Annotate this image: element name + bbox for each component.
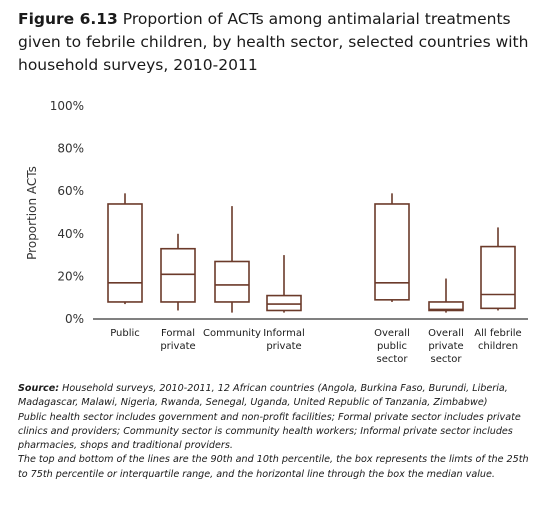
box-group xyxy=(428,278,464,313)
y-tick-label: 40% xyxy=(57,227,84,241)
iqr-box xyxy=(160,247,196,303)
iqr-box xyxy=(480,245,516,310)
box-group xyxy=(107,193,143,305)
boxes xyxy=(107,193,516,313)
x-tick-label: Public xyxy=(110,328,140,339)
box-group xyxy=(160,233,196,311)
figure-label: Figure 6.13 xyxy=(18,10,118,28)
chart-title: Figure 6.13 Proportion of ACTs among ant… xyxy=(18,8,538,77)
box-group xyxy=(480,227,516,311)
box-group xyxy=(266,255,302,313)
chart-notes: Source: Household surveys, 2010-2011, 12… xyxy=(18,382,540,482)
iqr-box xyxy=(214,260,250,303)
source-text: Household surveys, 2010-2011, 12 African… xyxy=(18,383,508,409)
box-group xyxy=(214,206,250,313)
y-axis-label: Proportion ACTs xyxy=(25,166,39,260)
x-tick-label: Formal private xyxy=(160,328,195,352)
x-axis-labels: Public Formal private Community Informal priv… xyxy=(110,328,522,365)
y-tick-label: 0% xyxy=(65,312,84,326)
title-text: Proportion of ACTs among antimalarial tr… xyxy=(18,10,529,74)
percentile-explanation: The top and bottom of the lines are the … xyxy=(18,454,529,480)
sector-definitions: Public health sector includes government… xyxy=(18,411,521,452)
iqr-box xyxy=(266,294,302,312)
x-tick-label: Community xyxy=(203,328,261,339)
source-label: Source: xyxy=(18,383,60,394)
x-tick-label: Informal private xyxy=(263,328,305,352)
x-tick-label: Overall public sector xyxy=(374,328,410,365)
y-tick-label: 60% xyxy=(57,184,84,198)
y-tick-label: 100% xyxy=(50,99,84,113)
boxplot-chart: Proportion ACTs 0% 20% 40% 60% 80% 100% Publi… xyxy=(25,99,528,365)
y-axis-ticks: 0% 20% 40% 60% 80% 100% xyxy=(50,99,84,326)
y-tick-label: 20% xyxy=(57,269,84,283)
iqr-box xyxy=(107,203,143,303)
iqr-box xyxy=(428,301,464,312)
y-tick-label: 80% xyxy=(57,142,84,156)
x-tick-label: All febrile children xyxy=(474,328,521,352)
iqr-box xyxy=(374,203,410,301)
box-group xyxy=(374,193,410,302)
x-tick-label: Overall private sector xyxy=(428,328,464,365)
